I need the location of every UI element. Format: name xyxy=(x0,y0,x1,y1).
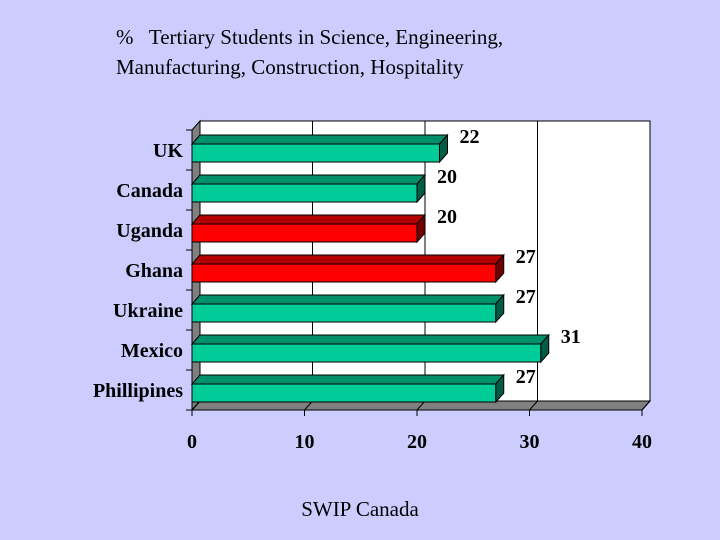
x-tick-label-10: 10 xyxy=(295,431,315,453)
category-label-phillipines: Phillipines xyxy=(93,380,183,402)
bar-phillipines xyxy=(190,373,505,404)
footer-credit: SWIP Canada xyxy=(301,497,419,521)
value-label-uganda: 20 xyxy=(437,206,457,228)
bar-front-face xyxy=(191,223,418,243)
value-label-canada: 20 xyxy=(437,166,457,188)
bar-top-face xyxy=(190,374,505,385)
value-label-uk: 22 xyxy=(460,126,480,148)
value-label-ghana: 27 xyxy=(516,246,536,268)
category-label-uganda: Uganda xyxy=(116,220,183,242)
bar-front-face xyxy=(191,183,418,203)
bar-front-face xyxy=(191,303,497,323)
bar-canada xyxy=(190,173,427,204)
bar-top-face xyxy=(190,334,550,345)
category-label-mexico: Mexico xyxy=(121,340,183,362)
bar-top-face xyxy=(190,174,427,185)
bar-top-face xyxy=(190,134,449,145)
category-label-uk: UK xyxy=(153,140,183,162)
bar-front-face xyxy=(191,263,497,283)
value-label-mexico: 31 xyxy=(561,326,581,348)
x-tick-label-20: 20 xyxy=(407,431,427,453)
chart-title-line-2: Manufacturing, Construction, Hospitality xyxy=(116,55,464,79)
bar-front-face xyxy=(191,143,440,163)
category-label-ukraine: Ukraine xyxy=(113,300,183,322)
floor-line-40 xyxy=(641,400,651,411)
bar-ukraine xyxy=(190,293,505,324)
bar-uk xyxy=(190,133,449,164)
bar-top-face xyxy=(190,294,505,305)
bar-uganda xyxy=(190,213,427,244)
floor-line-30 xyxy=(529,400,538,411)
x-tick-label-0: 0 xyxy=(187,431,197,453)
bar-mexico xyxy=(190,333,550,364)
bar-front-face xyxy=(191,383,497,403)
bar-front-face xyxy=(191,343,542,363)
category-label-canada: Canada xyxy=(116,180,183,202)
chart-title: % Tertiary Students in Science, Engineer… xyxy=(116,22,676,82)
x-tick-label-40: 40 xyxy=(632,431,652,453)
bar-top-face xyxy=(190,254,505,265)
x-tick-label-30: 30 xyxy=(520,431,540,453)
bar-top-face xyxy=(190,214,427,225)
bar-ghana xyxy=(190,253,505,284)
value-label-phillipines: 27 xyxy=(516,366,536,388)
category-label-ghana: Ghana xyxy=(125,260,183,282)
chart-title-line-1: % Tertiary Students in Science, Engineer… xyxy=(116,25,504,49)
value-label-ukraine: 27 xyxy=(516,286,536,308)
